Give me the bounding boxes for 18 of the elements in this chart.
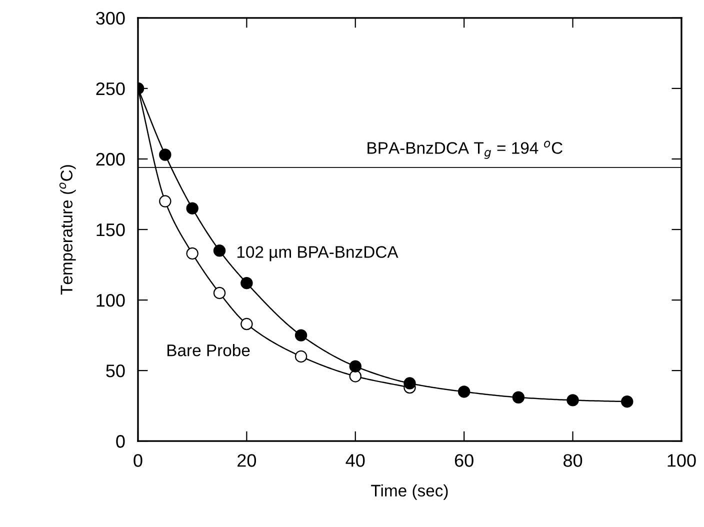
x-tick-label: 80 [564,454,582,467]
y-tick-label: 250 [96,82,125,96]
y-tick-label: 200 [96,152,125,166]
y-axis-title: Temperature ($^{o}$C) [59,165,76,295]
y-tick-label: 100 [96,294,125,307]
x-tick-label: 0 [134,454,142,467]
series-label: Bare Probe [167,344,250,356]
x-tick-label: 100 [668,454,696,467]
x-tick-label: 40 [346,454,365,467]
x-axis-title: Time (sec) [371,484,448,500]
series-label: 102 µm BPA-BnzDCA [237,246,398,262]
x-tick-label: 60 [454,454,474,467]
y-tick-label: 150 [96,223,125,236]
y-tick-label: 0 [116,435,125,448]
x-tick-label: 20 [238,454,256,467]
y-tick-label: 300 [96,12,125,25]
y-tick-label: 50 [106,364,125,378]
ref-line-label: BPA-BnzDCA T$_{g}$ = 194 $^{o}$C [368,140,562,159]
